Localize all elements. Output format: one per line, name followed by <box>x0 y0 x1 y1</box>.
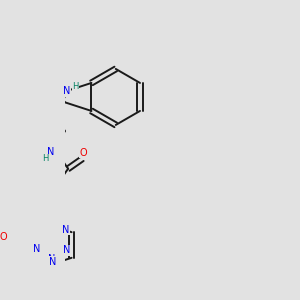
Text: N: N <box>47 147 55 158</box>
Text: N: N <box>62 225 69 235</box>
Text: N: N <box>63 86 70 96</box>
Text: H: H <box>73 82 79 91</box>
Text: N: N <box>63 245 70 255</box>
Text: O: O <box>80 148 88 158</box>
Text: N: N <box>49 257 56 267</box>
Text: O: O <box>0 232 8 242</box>
Text: N: N <box>48 254 56 265</box>
Text: H: H <box>42 154 49 163</box>
Text: N: N <box>33 244 40 254</box>
